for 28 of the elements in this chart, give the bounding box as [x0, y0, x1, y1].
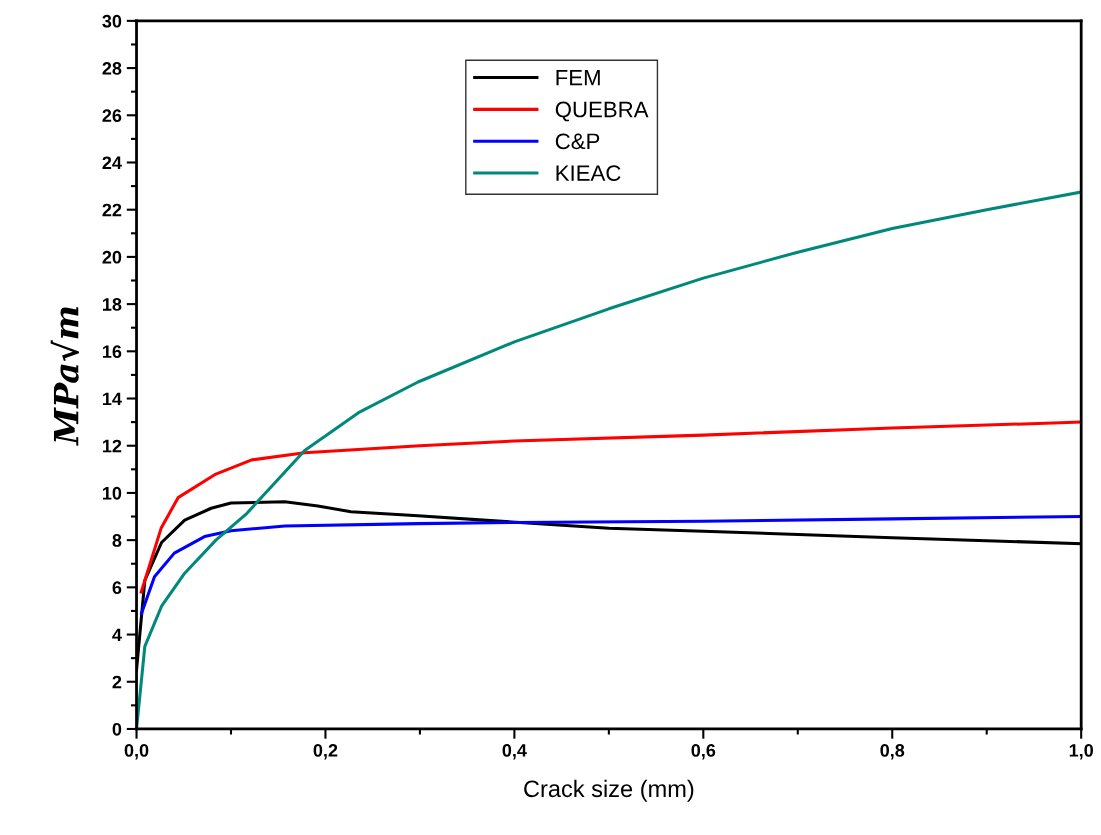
y-tick-label: 16 [103, 345, 122, 359]
legend-label: KIEAC [556, 165, 621, 181]
y-tick-label: 6 [112, 581, 122, 595]
y-tick-label: 20 [102, 250, 122, 264]
y-tick-label: 28 [102, 62, 122, 75]
y-tick-label: 14 [103, 392, 122, 406]
legend-label: QUEBRA [555, 101, 649, 122]
y-tick-label: 0 [112, 722, 122, 736]
y-tick-label: 22 [102, 203, 122, 217]
y-tick-label: 10 [103, 486, 122, 500]
x-tick-label: 0,2 [313, 744, 338, 760]
legend-label: FEM [556, 70, 600, 86]
y-tick-label: 12 [103, 439, 122, 453]
y-tick-label: 30 [102, 14, 122, 28]
x-tick-label: 0,0 [124, 744, 149, 760]
y-tick-label: 2 [112, 675, 122, 689]
y-tick-label: 24 [102, 156, 122, 170]
x-tick-label: 0,4 [502, 744, 527, 760]
x-tick-label: 1,0 [1069, 744, 1093, 760]
x-tick-label: 0,8 [880, 744, 905, 760]
x-axis-title: Crack size (mm) [524, 779, 694, 802]
y-tick-label: 18 [103, 298, 122, 311]
x-tick-label: 0,6 [691, 744, 716, 760]
y-axis-title: MPa√m [50, 307, 79, 446]
y-tick-label: 4 [112, 628, 122, 642]
y-tick-label: 26 [102, 109, 122, 123]
y-tick-label: 8 [112, 534, 122, 547]
legend-label: C&P [555, 133, 600, 150]
